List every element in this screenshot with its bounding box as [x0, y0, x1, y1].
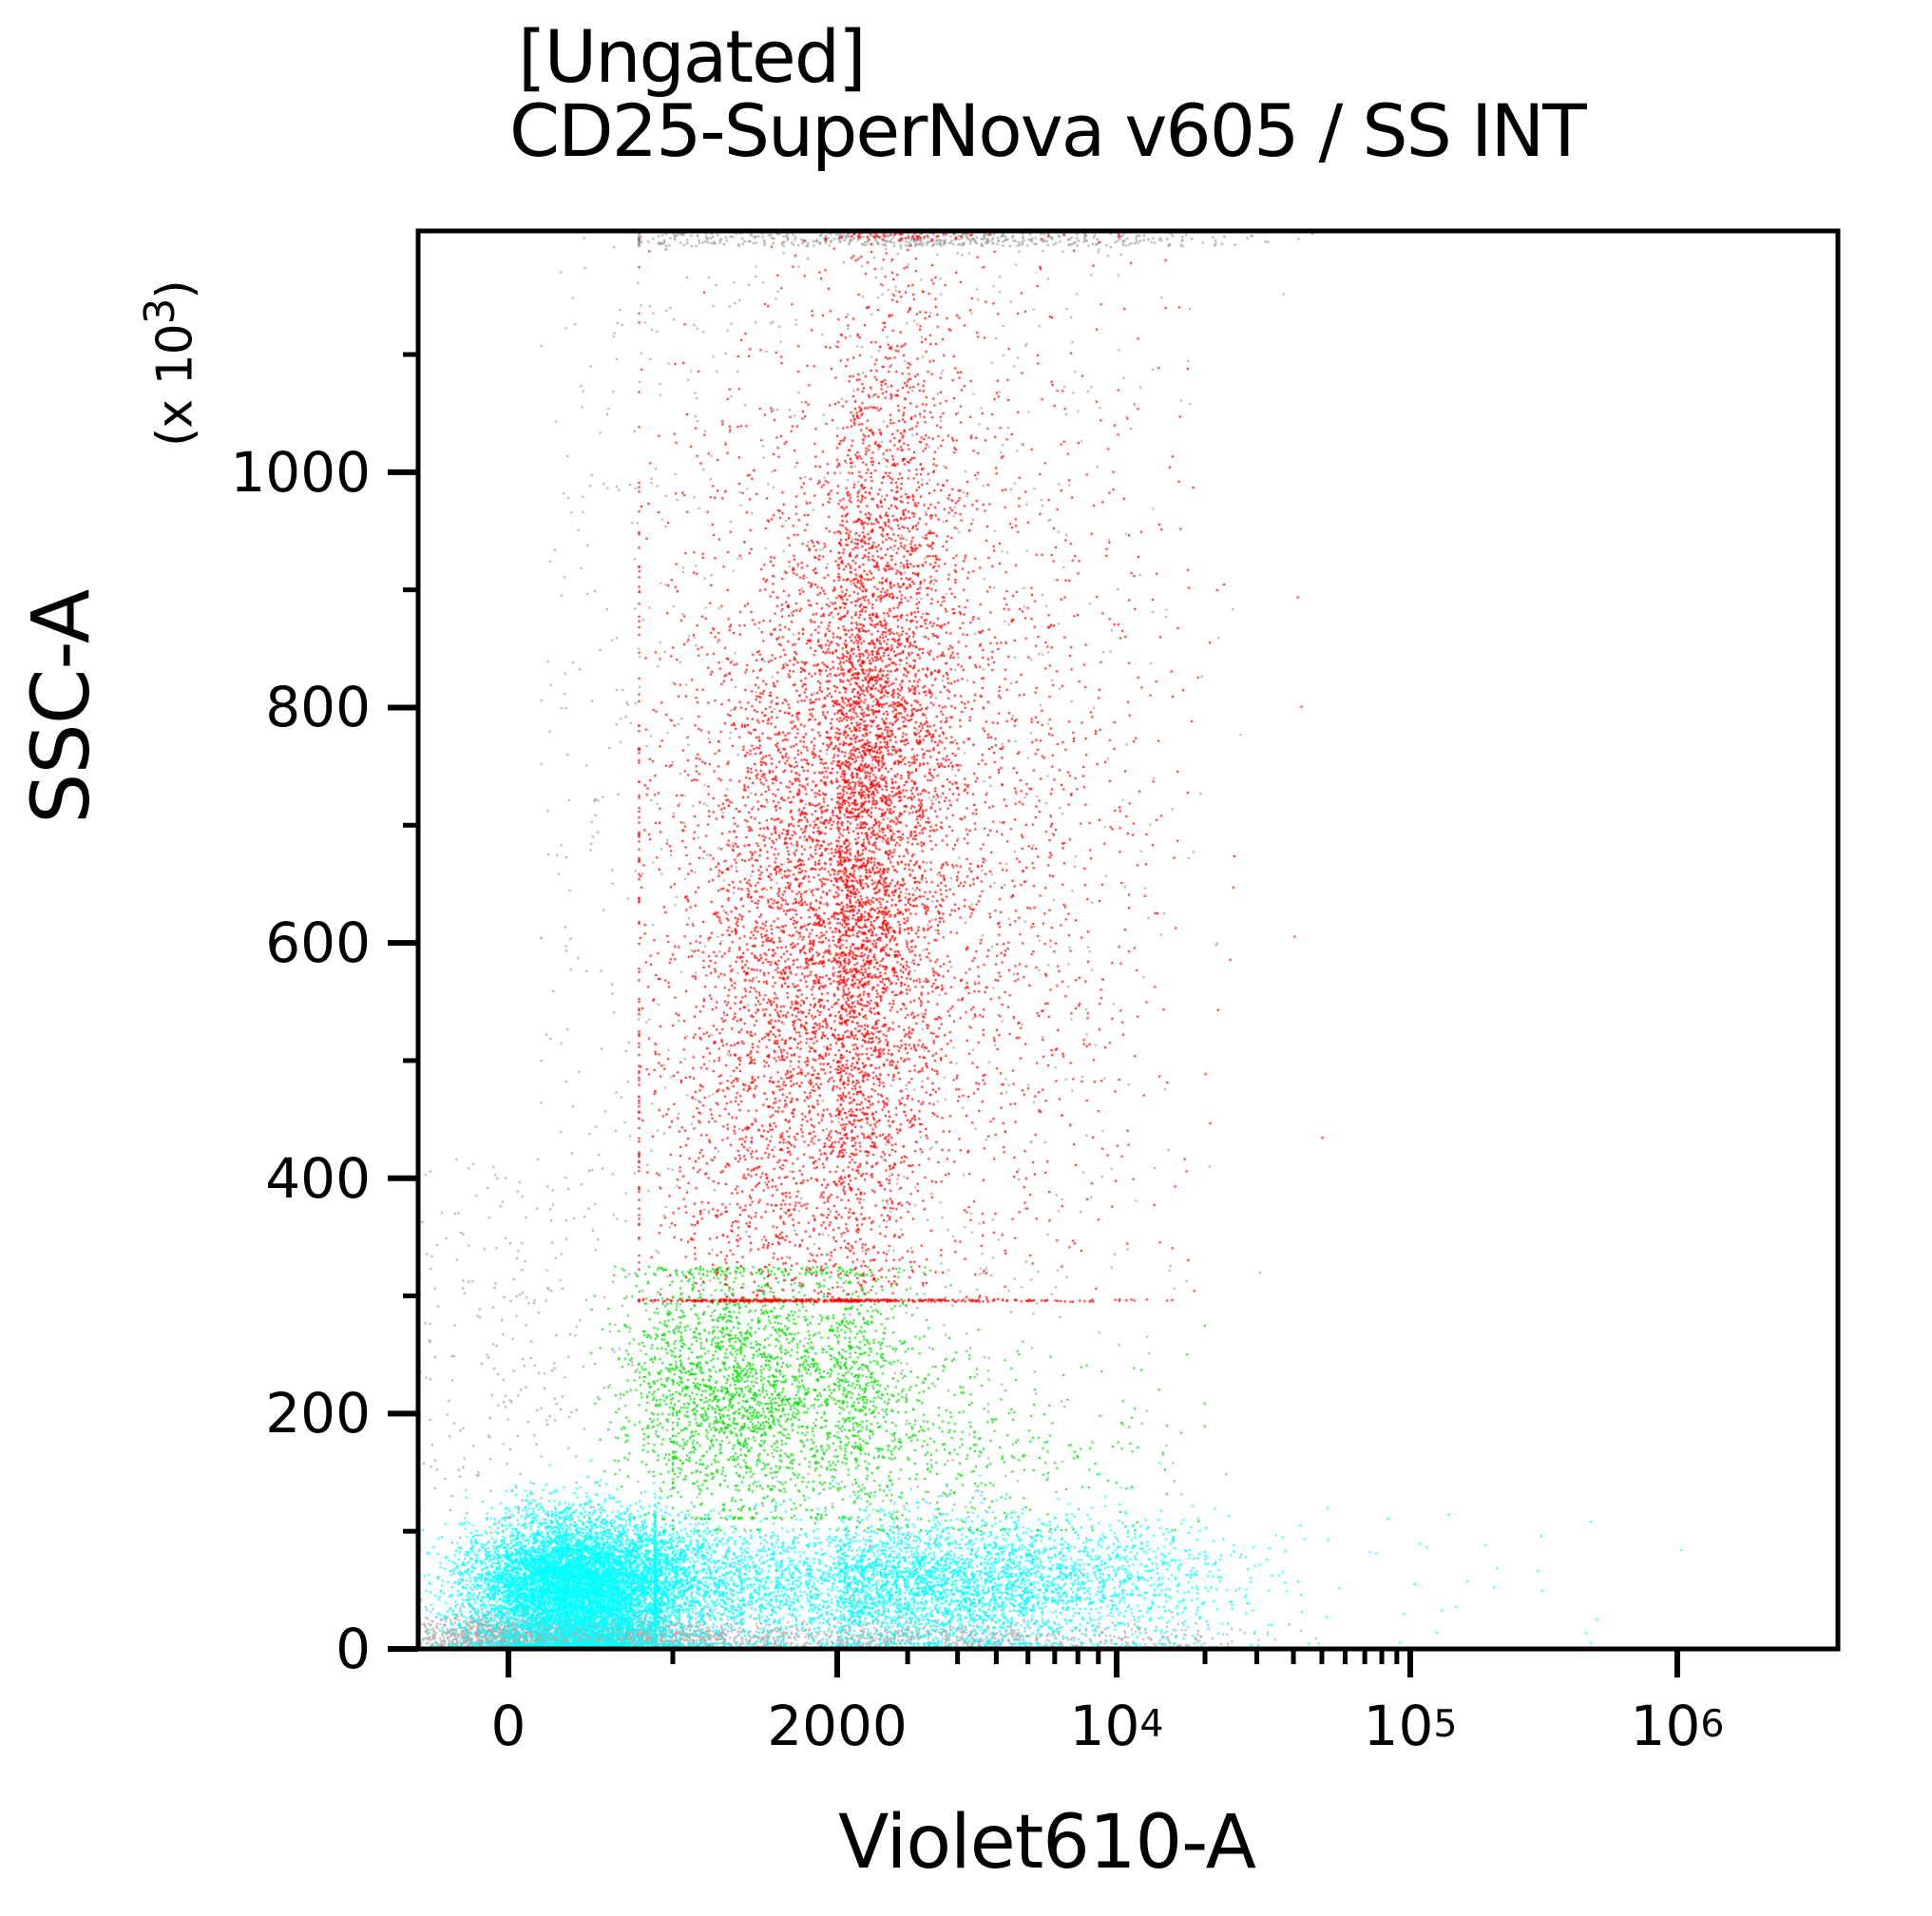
y-tick-label: 600: [265, 910, 371, 976]
x-tick-label: 0: [490, 1694, 526, 1758]
plot-channels-title: CD25-SuperNova v605 / SS INT: [509, 88, 1587, 173]
x-tick-label: 104: [1069, 1694, 1164, 1758]
plot-gate-title: [Ungated]: [518, 14, 867, 99]
y-tick-label: 400: [265, 1145, 371, 1211]
plot-frame: [415, 228, 1841, 1652]
y-tick-label: 800: [265, 675, 371, 740]
x-tick-label: 2000: [767, 1694, 908, 1758]
x-tick-label: 106: [1630, 1694, 1725, 1758]
x-axis-label: Violet610-A: [838, 1800, 1256, 1886]
scatter-plot-canvas: [418, 231, 1838, 1649]
y-tick-label: 1000: [230, 439, 371, 505]
y-tick-label: 0: [335, 1617, 371, 1681]
x-tick-label: 105: [1363, 1694, 1458, 1758]
y-tick-label: 200: [265, 1381, 371, 1447]
